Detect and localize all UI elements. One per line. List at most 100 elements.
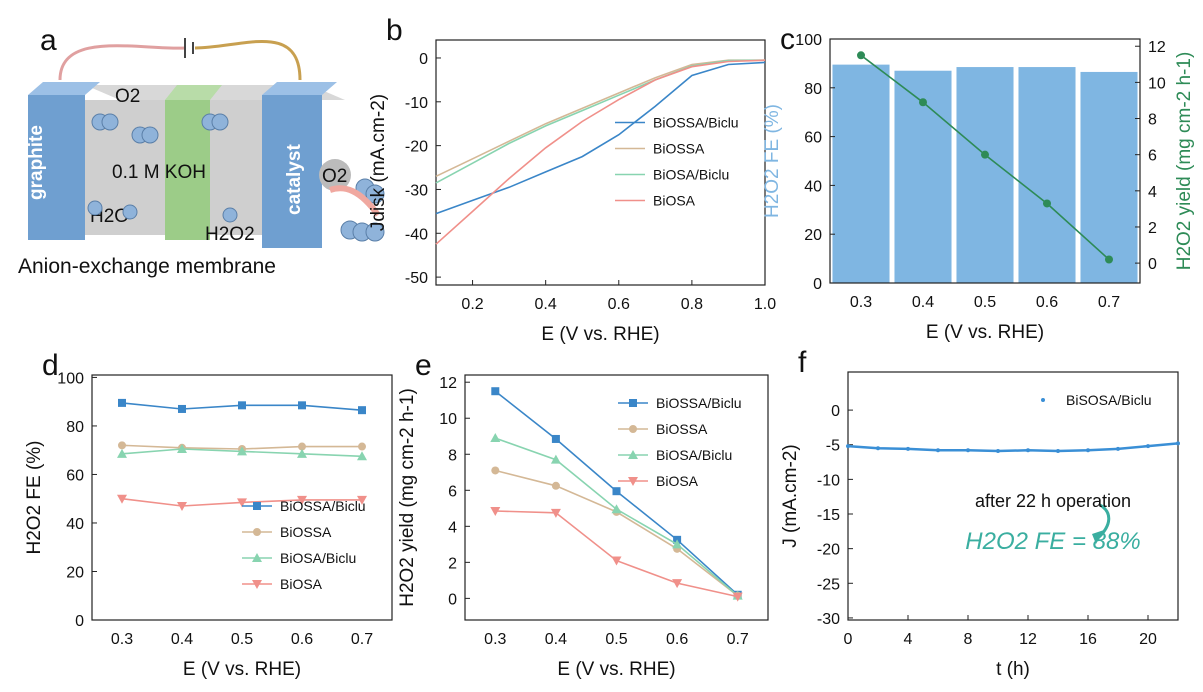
x-tick-label: 0.7 <box>1098 294 1120 311</box>
wire <box>58 44 186 81</box>
series-line <box>435 59 766 184</box>
x-tick-label: 0.7 <box>351 631 373 648</box>
marker <box>981 150 989 159</box>
marker <box>551 481 560 490</box>
catalyst-top <box>262 82 337 95</box>
legend-label: BiOSA <box>280 576 323 592</box>
x-tick-label: 0.6 <box>1036 294 1058 311</box>
x-tick-label: 8 <box>964 631 973 648</box>
y-tick-label: 60 <box>66 467 84 484</box>
x-tick-label: 0.5 <box>231 631 253 648</box>
y-tick-label: -50 <box>405 270 428 287</box>
panel-letter: c <box>780 23 795 56</box>
y-axis-label: H2O2 FE (%) <box>762 104 783 218</box>
x-tick-label: 0.2 <box>461 296 483 313</box>
marker <box>1116 446 1120 451</box>
x-axis-label: E (V vs. RHE) <box>541 324 659 345</box>
y2-tick-label: 12 <box>1148 39 1166 56</box>
marker <box>491 466 500 475</box>
plot-frame <box>464 374 769 621</box>
legend-label: BiOSSA/Biclu <box>280 498 366 514</box>
y2-tick-label: 0 <box>1148 256 1157 273</box>
marker <box>1056 448 1060 453</box>
x-tick-label: 0.4 <box>535 296 557 313</box>
legend-marker <box>629 425 637 433</box>
y-axis-label: J (mA.cm-2) <box>780 444 801 547</box>
catalyst-block <box>262 95 322 248</box>
marker <box>919 98 927 107</box>
marker <box>936 448 940 453</box>
y2-tick-label: 2 <box>1148 220 1157 237</box>
x-tick-label: 0.8 <box>681 296 703 313</box>
panel-letter: b <box>386 14 403 47</box>
plot-frame <box>435 39 766 286</box>
panel-letter: d <box>42 349 59 382</box>
marker <box>178 404 186 413</box>
legend-marker <box>628 450 638 459</box>
x-axis-label: E (V vs. RHE) <box>557 659 675 680</box>
plot-frame <box>847 371 1179 621</box>
legend-marker <box>253 502 261 510</box>
panel-letter: a <box>40 24 57 57</box>
panel-letter: f <box>798 346 807 379</box>
marker <box>550 508 561 518</box>
marker <box>357 451 367 461</box>
y-axis-label: H2O2 FE (%) <box>24 440 45 554</box>
x-tick-label: 12 <box>1019 631 1037 648</box>
molecules <box>87 113 385 242</box>
annotation: after 22 h operation <box>975 491 1131 511</box>
y-tick-label: 0 <box>75 613 84 630</box>
marker <box>906 446 910 451</box>
x-tick-label: 0.3 <box>850 294 872 311</box>
x-tick-label: 1.0 <box>754 296 776 313</box>
x-tick-label: 0.6 <box>666 631 688 648</box>
series-line <box>495 510 738 598</box>
marker <box>237 446 247 456</box>
y-tick-label: 40 <box>66 516 84 533</box>
legend-marker <box>253 528 261 536</box>
legend-label: BiOSA/Biclu <box>656 447 732 463</box>
marker <box>297 448 307 458</box>
marker <box>298 401 306 410</box>
y-tick-label: -10 <box>405 95 428 112</box>
legend-label: BiOSA <box>653 193 696 209</box>
legend-label: BiOSSA <box>280 524 332 540</box>
marker <box>550 454 561 464</box>
x-axis-label: E (V vs. RHE) <box>926 322 1044 343</box>
y-tick-label: 40 <box>804 178 822 195</box>
marker <box>857 51 865 60</box>
y-tick-label: -15 <box>817 507 840 524</box>
y-tick-label: 100 <box>57 370 84 387</box>
marker <box>1176 441 1180 446</box>
y-tick-label: 6 <box>448 483 457 500</box>
marker <box>358 442 366 451</box>
wire <box>194 40 302 81</box>
y-tick-label: -30 <box>405 182 428 199</box>
x-tick-label: 0.4 <box>171 631 193 648</box>
electrode-label: graphite <box>26 125 47 200</box>
marker <box>238 401 246 410</box>
marker <box>1105 255 1113 264</box>
legend-label: BiOSA <box>656 473 699 489</box>
electrode-label: catalyst <box>284 144 305 215</box>
bar <box>1018 67 1076 283</box>
legend-label: BiSOSA/Biclu <box>1066 392 1152 408</box>
marker <box>237 498 247 508</box>
y-tick-label: 100 <box>795 32 822 49</box>
y-tick-label: 80 <box>66 419 84 436</box>
graphite-top <box>28 82 100 95</box>
y-tick-label: 10 <box>439 411 457 428</box>
x-tick-label: 16 <box>1079 631 1097 648</box>
graphite-block <box>28 95 85 240</box>
membrane-top <box>165 85 222 100</box>
legend-marker <box>629 399 637 407</box>
electrolyte-label: 0.1 M KOH <box>112 162 206 183</box>
marker <box>996 448 1000 453</box>
series-line <box>435 61 766 215</box>
y-axis-label: H2O2 yield (mg cm-2 h-1) <box>397 388 418 607</box>
plot-frame <box>829 38 1141 284</box>
x-axis-label: t (h) <box>996 659 1030 680</box>
marker <box>1086 448 1090 453</box>
marker <box>672 539 683 549</box>
legend-label: BiOSSA/Biclu <box>653 115 739 131</box>
